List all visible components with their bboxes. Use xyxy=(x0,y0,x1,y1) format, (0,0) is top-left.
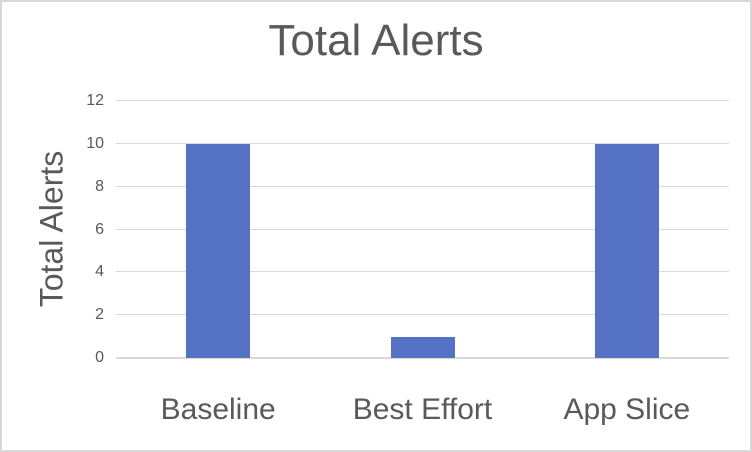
bar-best-effort[interactable] xyxy=(390,336,455,358)
y-tick-label-4: 4 xyxy=(95,263,104,281)
x-category-label-best-effort: Best Effort xyxy=(352,393,493,426)
chart-title: Total Alerts xyxy=(268,16,484,65)
y-tick-label-0: 0 xyxy=(95,349,104,366)
gridline-2 xyxy=(116,314,729,316)
gridline-8 xyxy=(116,185,729,187)
gridline-10 xyxy=(116,142,729,144)
gridline-0 xyxy=(116,357,729,359)
gridline-12 xyxy=(116,100,729,101)
y-tick-label-8: 8 xyxy=(95,177,104,195)
gridline-4 xyxy=(116,271,729,273)
plot-area xyxy=(116,100,729,359)
y-tick-label-6: 6 xyxy=(95,220,104,238)
bar-baseline[interactable] xyxy=(186,143,251,358)
x-axis-category-labels: Baseline Best Effort App Slice xyxy=(116,386,729,434)
gridline-6 xyxy=(116,228,729,230)
y-tick-label-12: 12 xyxy=(86,92,104,109)
y-axis-tick-labels: 0 2 4 6 8 10 12 xyxy=(38,2,104,450)
bar-app-slice[interactable] xyxy=(594,143,659,358)
x-category-label-app-slice: App Slice xyxy=(563,393,691,426)
y-tick-label-2: 2 xyxy=(95,306,104,324)
x-category-label-baseline: Baseline xyxy=(160,393,276,426)
y-tick-label-10: 10 xyxy=(86,134,104,152)
